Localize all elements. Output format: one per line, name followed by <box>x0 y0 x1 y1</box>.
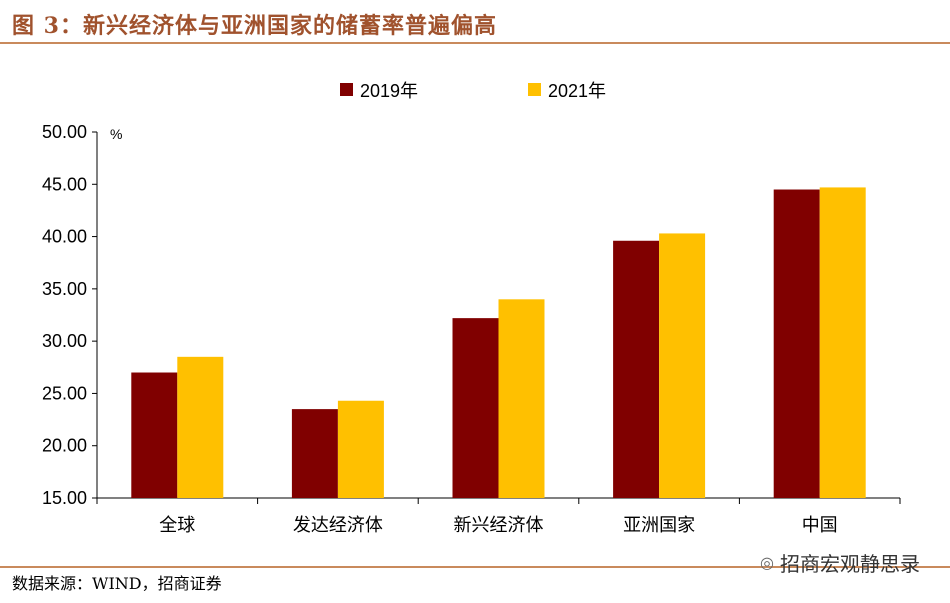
figure-title: 图 3：新兴经济体与亚洲国家的储蓄率普遍偏高 <box>12 13 497 39</box>
y-axis: 15.00 20.00 25.00 30.00 35.00 40.00 45.00 50.00… <box>42 122 123 508</box>
x-tick-label: 亚洲国家 <box>623 515 695 535</box>
bar <box>337 400 384 498</box>
chart-legend: 2019年 2021年 <box>340 81 606 101</box>
bar <box>131 372 178 498</box>
bar <box>613 240 660 499</box>
title-divider <box>0 42 950 44</box>
y-tick-label: 15.00 <box>42 488 87 508</box>
y-tick-label: 50.00 <box>42 122 87 142</box>
y-tick-label: 20.00 <box>42 436 87 456</box>
watermark-text: 招商宏观静思录 <box>780 552 920 576</box>
bars <box>131 187 866 499</box>
legend-label: 2019年 <box>360 81 418 101</box>
bar <box>291 409 338 498</box>
legend-label: 2021年 <box>548 81 606 101</box>
bar <box>498 299 545 498</box>
y-tick-label: 25.00 <box>42 383 87 403</box>
y-tick-label: 35.00 <box>42 279 87 299</box>
x-axis: 全球 发达经济体 新兴经济体 亚洲国家 中国 <box>96 497 901 535</box>
watermark: ◎ 招商宏观静思录 <box>760 548 920 577</box>
y-tick-label: 30.00 <box>42 331 87 351</box>
bar <box>819 187 866 498</box>
data-source: 数据来源：WIND，招商证券 <box>12 574 222 593</box>
y-tick-label: 40.00 <box>42 227 87 247</box>
x-tick-label: 中国 <box>802 515 838 535</box>
legend-swatch <box>528 83 541 96</box>
bar-chart: 2019年 2021年 15.00 20.00 25.00 30.00 35.00 40.0… <box>42 81 901 535</box>
footer-divider <box>0 566 950 568</box>
legend-swatch <box>340 83 353 96</box>
x-tick-label: 发达经济体 <box>293 515 383 535</box>
bar <box>452 318 499 498</box>
bar <box>177 356 224 498</box>
bar <box>659 233 706 499</box>
y-tick-label: 45.00 <box>42 174 87 194</box>
x-tick-label: 全球 <box>159 515 195 535</box>
wechat-icon: ◎ <box>760 553 774 572</box>
x-tick-label: 新兴经济体 <box>454 515 544 535</box>
bar <box>773 189 820 498</box>
y-unit-label: % <box>110 126 122 142</box>
